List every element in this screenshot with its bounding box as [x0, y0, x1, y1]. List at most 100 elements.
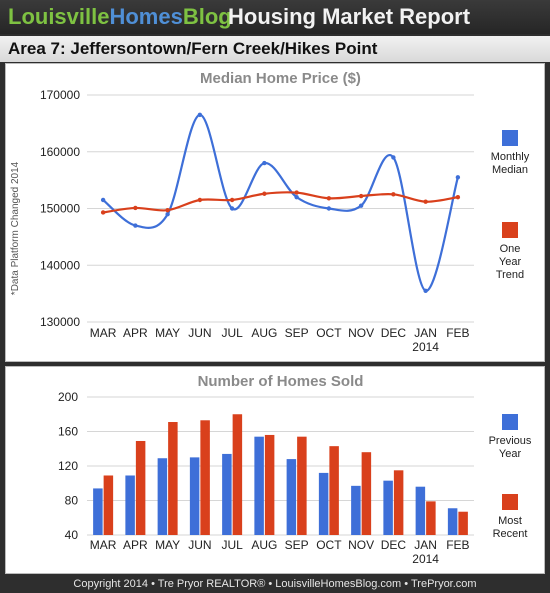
bar-previous-year: [189, 457, 200, 535]
y-tick-label: 120: [58, 459, 78, 473]
data-point: [294, 190, 299, 195]
x-tick-label: JUL: [221, 538, 243, 552]
y-tick-label: 160000: [40, 145, 80, 159]
x-tick-label: MAR: [90, 326, 117, 340]
data-point: [197, 197, 203, 203]
data-point: [133, 205, 138, 211]
x-tick-label: JAN: [414, 326, 437, 340]
data-point: [326, 196, 332, 201]
legend-label: Year: [499, 256, 522, 268]
data-point: [358, 203, 364, 208]
data-point: [165, 211, 170, 217]
y-tick-label: 40: [65, 528, 79, 542]
bar-previous-year: [447, 508, 458, 535]
bar-previous-year: [125, 475, 135, 535]
header: LouisvilleHomesBlog Housing Market Repor…: [0, 0, 550, 34]
median-price-panel: Median Home Price ($) 170000 160000 150000 1…: [5, 63, 545, 362]
bar-previous-year: [351, 485, 361, 535]
homes-sold-chart: Number of Homes Sold 200 160 120 80 40 MAR APR M…: [58, 373, 532, 566]
bar-most-recent: [458, 511, 468, 535]
x-tick-label: APR: [123, 538, 148, 552]
y-tick-label: 130000: [40, 315, 80, 329]
footer: Copyright 2014 • Tre Pryor REALTOR® • Lo…: [73, 578, 477, 590]
legend-swatch-previous-year: [502, 414, 518, 430]
legend-label: Median: [492, 164, 528, 176]
bar-previous-year: [286, 459, 297, 535]
x-tick-label: DEC: [381, 326, 407, 340]
x-tick-label: NOV: [348, 538, 374, 552]
data-point: [423, 288, 428, 293]
y-axis-note: *Data Platform Changed 2014: [10, 161, 21, 295]
data-point: [165, 208, 170, 213]
site-logo[interactable]: LouisvilleHomesBlog: [8, 4, 232, 30]
y-tick-label: 140000: [40, 258, 80, 272]
x-tick-label: OCT: [316, 326, 342, 340]
x-tick-label: JUL: [221, 326, 243, 340]
report-title: Housing Market Report: [228, 4, 471, 29]
data-point: [197, 112, 203, 118]
data-point: [229, 197, 235, 203]
x-tick-label: MAY: [155, 326, 180, 340]
x-tick-label: FEB: [446, 538, 469, 552]
bar-most-recent: [264, 434, 275, 535]
data-point: [358, 193, 364, 199]
bar-most-recent: [103, 475, 114, 535]
data-point: [391, 155, 396, 160]
area-banner: Area 7: Jeffersontown/Fern Creek/Hikes P…: [0, 36, 550, 62]
series-line-monthly-median: [102, 113, 459, 292]
x-tick-label: JUN: [188, 326, 211, 340]
y-tick-label: 160: [58, 425, 78, 439]
legend-swatch-monthly-median: [502, 130, 518, 146]
data-point: [326, 206, 332, 211]
legend-swatch-one-year-trend: [502, 222, 518, 238]
data-point: [100, 197, 106, 203]
legend-label: Recent: [493, 528, 528, 540]
x-tick-label: JUN: [188, 538, 211, 552]
legend-label: Trend: [496, 269, 524, 281]
x-tick-label: JAN: [414, 538, 437, 552]
legend-label: Previous: [489, 435, 532, 447]
y-tick-label: 80: [65, 494, 79, 508]
bar-most-recent: [135, 440, 146, 535]
data-point: [229, 206, 235, 211]
legend-swatch-most-recent: [502, 494, 518, 510]
homes-sold-panel: Number of Homes Sold 200 160 120 80 40 MAR APR M…: [5, 366, 545, 574]
data-point: [262, 160, 267, 166]
data-point: [294, 194, 299, 200]
data-point: [455, 194, 461, 200]
chart-title: Number of Homes Sold: [198, 373, 364, 390]
x-tick-label: SEP: [285, 326, 309, 340]
bar-previous-year: [93, 488, 103, 535]
data-point: [133, 223, 138, 228]
bar-most-recent: [168, 422, 178, 535]
series-line-one-year-trend: [102, 191, 459, 214]
y-tick-label: 170000: [40, 88, 80, 102]
bar-most-recent: [232, 414, 243, 535]
x-tick-label: AUG: [251, 538, 277, 552]
year-label: 2014: [412, 340, 439, 354]
chart-title: Median Home Price ($): [200, 70, 361, 87]
bar-most-recent: [297, 436, 307, 535]
logo-part-blog: Blog: [182, 4, 232, 29]
bar-most-recent: [426, 501, 436, 535]
data-point: [100, 210, 106, 215]
x-tick-label: SEP: [285, 538, 309, 552]
legend-label: Monthly: [491, 151, 530, 163]
x-tick-label: APR: [123, 326, 148, 340]
logo-part-homes: Homes: [109, 4, 183, 29]
x-tick-label: OCT: [316, 538, 342, 552]
x-tick-label: AUG: [251, 326, 277, 340]
area-title: Area 7: Jeffersontown/Fern Creek/Hikes P…: [8, 39, 378, 58]
x-tick-label: MAR: [90, 538, 117, 552]
x-tick-label: DEC: [381, 538, 407, 552]
bar-most-recent: [361, 452, 372, 535]
data-point: [262, 191, 267, 196]
x-tick-label: MAY: [155, 538, 180, 552]
x-tick-label: NOV: [348, 326, 374, 340]
y-tick-label: 150000: [40, 202, 80, 216]
bar-previous-year: [383, 480, 393, 535]
logo-part-louisville: Louisville: [8, 4, 110, 29]
bar-most-recent: [329, 446, 339, 535]
legend-label: One: [500, 243, 521, 255]
